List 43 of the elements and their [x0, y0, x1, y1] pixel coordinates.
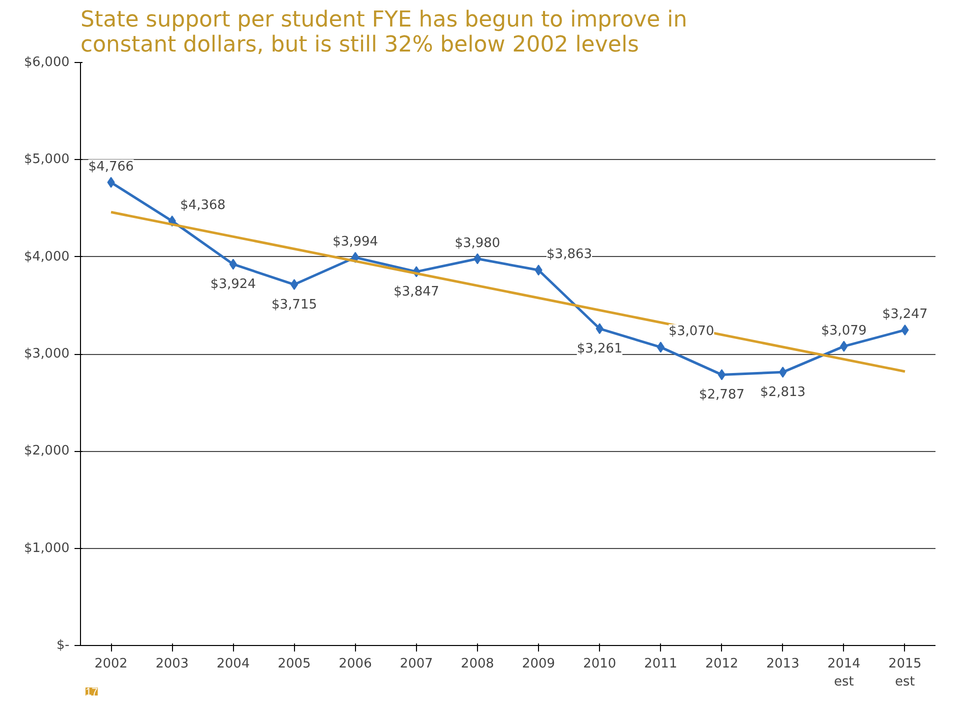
- y-tick-label: $6,000: [24, 55, 70, 70]
- x-tick-label: 2012: [705, 656, 738, 672]
- data-label: $3,247: [882, 307, 928, 322]
- y-tick-label: $5,000: [24, 152, 70, 168]
- text: 17: [86, 686, 98, 698]
- x-tick-label: 2006: [338, 656, 372, 672]
- y-tick-label: $-: [56, 638, 70, 653]
- data-label: $3,079: [821, 323, 867, 338]
- y-tick-label: $2,000: [24, 444, 70, 459]
- x-tick-label: 2015 est: [888, 656, 922, 690]
- data-label: $3,847: [394, 284, 440, 300]
- point: [901, 324, 909, 336]
- point: [656, 342, 665, 353]
- x-tick-label: 2005: [278, 656, 311, 672]
- data-label: $3,070: [668, 324, 714, 340]
- x-tick-label: 2007: [400, 656, 433, 672]
- data-label: $2,813: [760, 385, 806, 400]
- x-tick-label: 2014 est: [827, 656, 860, 690]
- data-label: $3,261: [576, 342, 622, 357]
- data-label: $3,994: [332, 234, 378, 250]
- data-label: $2,787: [699, 388, 745, 403]
- data-label: $3,715: [272, 298, 318, 313]
- y-tick-label: $3,000: [24, 346, 70, 362]
- x-tick-label: 2004: [216, 656, 250, 672]
- data-label: $4,368: [180, 198, 226, 214]
- x-tick-label: 2003: [156, 656, 189, 672]
- x-tick-label: 2008: [460, 656, 494, 672]
- data-label: $3,863: [546, 247, 592, 262]
- point: [290, 279, 298, 290]
- data-label: $4,766: [88, 159, 134, 174]
- x-tick-label: 2013: [766, 656, 800, 672]
- y-tick-label: $4,000: [24, 249, 70, 264]
- point: [718, 369, 726, 380]
- point: [778, 366, 787, 378]
- y-tick-label: $1,000: [24, 540, 70, 556]
- data-label: $3,924: [210, 277, 256, 292]
- chart-title: State support per student FYE has begun to improve in constant dollars, but is still 32% below 2002 levels: [80, 8, 688, 58]
- x-tick-label: 2002: [94, 656, 128, 672]
- x-tick-label: 2010: [583, 656, 616, 672]
- x-tick-label: 2011: [644, 656, 678, 672]
- data-label: $3,980: [454, 236, 500, 251]
- x-tick-label: 2009: [522, 656, 556, 672]
- point: [229, 258, 238, 270]
